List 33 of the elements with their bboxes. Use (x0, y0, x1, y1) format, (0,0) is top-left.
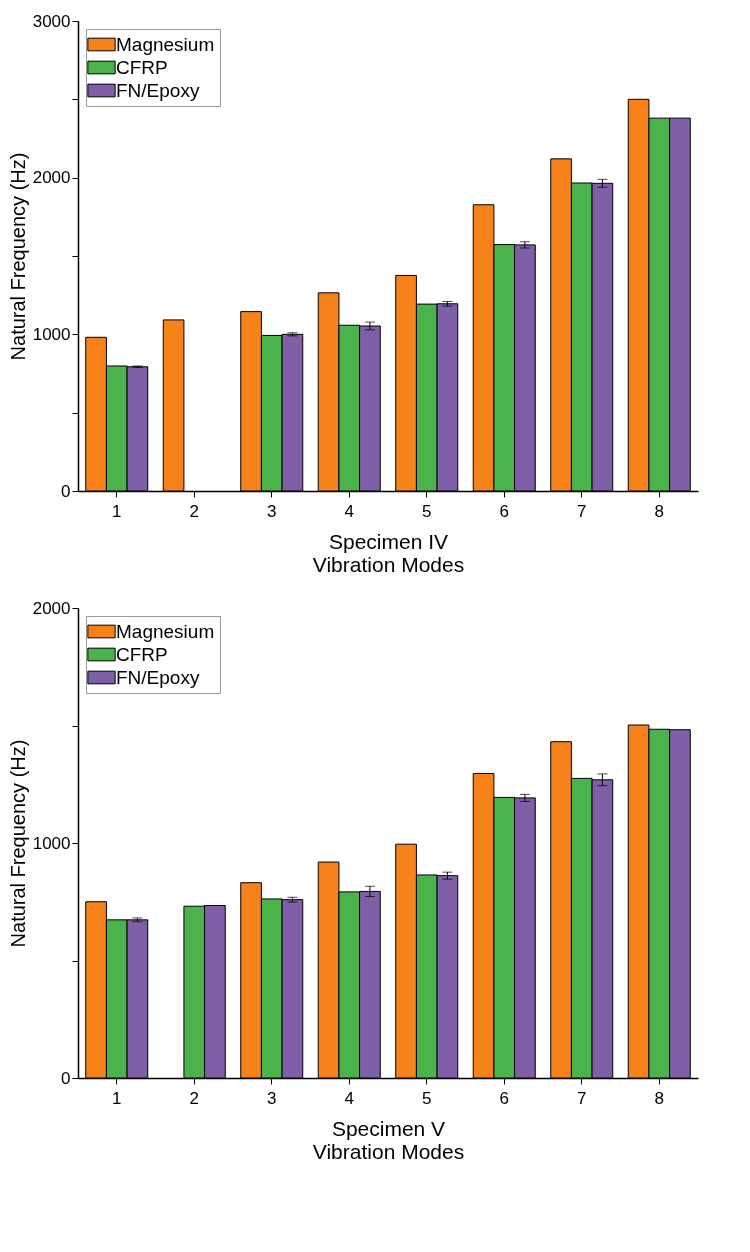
x-tick-label: 6 (499, 1088, 509, 1108)
y-tick-label: 1000 (32, 324, 71, 344)
x-tick-label: 7 (577, 501, 587, 521)
x-tick-label: 3 (267, 501, 277, 521)
legend-label: FN/Epoxy (116, 666, 200, 688)
legend-label: FN/Epoxy (116, 79, 200, 101)
x-tick-label: 4 (344, 501, 354, 521)
legend-label: Magnesium (116, 620, 215, 642)
x-tick-label: 3 (267, 1088, 277, 1108)
y-tick-label: 0 (61, 1068, 71, 1088)
x-axis-title: Specimen IV Vibration Modes (312, 529, 465, 576)
legend-label: Magnesium (116, 33, 215, 55)
x-tick-label: 2 (189, 1088, 199, 1108)
x-tick-label: 5 (422, 501, 432, 521)
legend-label: CFRP (116, 643, 168, 665)
y-tick-label: 2000 (32, 598, 71, 618)
y-axis-title: Natural Frequency (Hz) (6, 739, 29, 948)
x-tick-label: 1 (112, 501, 122, 521)
y-tick-label: 0 (61, 481, 71, 501)
x-tick-label: 2 (189, 501, 199, 521)
x-tick-label: 5 (422, 1088, 432, 1108)
x-tick-label: 4 (344, 1088, 354, 1108)
x-tick-label: 7 (577, 1088, 587, 1108)
legend-label: CFRP (116, 56, 168, 78)
x-tick-label: 6 (499, 501, 509, 521)
x-tick-label: 1 (112, 1088, 122, 1108)
x-tick-label: 8 (654, 501, 664, 521)
x-tick-label: 8 (654, 1088, 664, 1108)
y-tick-label: 3000 (32, 11, 71, 31)
y-axis-title: Natural Frequency (Hz) (6, 152, 29, 361)
x-axis-title: Specimen V Vibration Modes (312, 1116, 465, 1163)
y-tick-label: 1000 (32, 833, 71, 853)
y-tick-label: 2000 (32, 168, 71, 188)
